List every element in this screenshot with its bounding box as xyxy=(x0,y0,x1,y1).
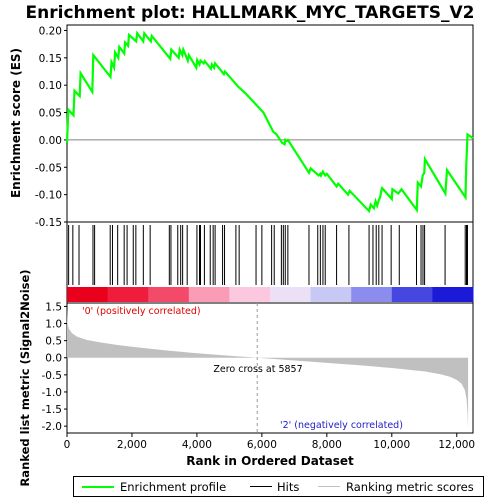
es-ytick-label: 0.15 xyxy=(39,53,62,65)
color-bar-segment xyxy=(432,287,474,302)
zero-cross-label: Zero cross at 5857 xyxy=(213,364,302,375)
color-bar-segment xyxy=(107,287,149,302)
legend: Enrichment profile Hits Ranking metric s… xyxy=(73,476,484,497)
legend-swatch-metric xyxy=(318,486,340,487)
metric-ytick-label: -2.0 xyxy=(42,421,63,433)
chart-title: Enrichment plot: HALLMARK_MYC_TARGETS_V2 xyxy=(26,3,475,23)
color-bar-segment xyxy=(351,287,393,302)
legend-label-enrichment: Enrichment profile xyxy=(120,480,227,494)
color-bar-segment xyxy=(310,287,352,302)
hit-lines xyxy=(68,225,468,285)
color-bar-segment xyxy=(67,287,109,302)
positive-correlation-label: '0' (positively correlated) xyxy=(82,306,201,317)
metric-panel: Zero cross at 5857 '0' (positively corre… xyxy=(18,269,475,486)
metric-ytick-label: 0.5 xyxy=(45,336,62,348)
es-y-axis-title: Enrichment score (ES) xyxy=(9,48,23,198)
metric-ytick-label: -1.0 xyxy=(42,387,63,399)
legend-swatch-hits xyxy=(250,486,272,487)
color-bar-segment xyxy=(391,287,433,302)
es-ytick-label: -0.15 xyxy=(35,217,62,229)
x-tick-label: 10,000 xyxy=(373,439,410,451)
negative-correlation-label: '2' (negatively correlated) xyxy=(280,420,403,431)
x-tick-label: 6,000 xyxy=(247,439,277,451)
enrichment-profile-line xyxy=(65,30,474,214)
x-tick-label: 2,000 xyxy=(117,439,147,451)
metric-ytick-label: 1.5 xyxy=(45,301,62,313)
es-ytick-label: 0.10 xyxy=(39,80,62,92)
color-bar-segment xyxy=(229,287,271,302)
x-tick-label: 8,000 xyxy=(312,439,342,451)
x-tick-label: 12,000 xyxy=(438,439,475,451)
x-axis-title: Rank in Ordered Dataset xyxy=(186,454,354,468)
legend-label-metric: Ranking metric scores xyxy=(346,480,474,494)
x-tick-label: 4,000 xyxy=(182,439,212,451)
metric-x-axis: 0 2,000 4,000 6,000 8,000 10,000 12,000 xyxy=(64,433,475,451)
color-bar-segment xyxy=(188,287,230,302)
es-ytick-label: -0.10 xyxy=(35,190,62,202)
es-panel: 0.20 0.15 0.10 0.05 0.00 -0.05 -0.10 -0.15 Enri… xyxy=(9,24,474,229)
color-bar-segment xyxy=(270,287,312,302)
metric-ytick-label: 1.0 xyxy=(45,319,62,331)
es-ytick-label: 0.05 xyxy=(39,108,62,120)
metric-ytick-label: -0.5 xyxy=(42,370,63,382)
es-y-axis: 0.20 0.15 0.10 0.05 0.00 -0.05 -0.10 -0.15 xyxy=(35,25,67,229)
metric-ytick-label: 0.0 xyxy=(45,353,62,365)
x-tick-label: 0 xyxy=(64,439,71,451)
color-bar-segment xyxy=(148,287,190,302)
legend-label-hits: Hits xyxy=(277,480,300,494)
metric-y-axis-title: Ranked list metric (Signal2Noise) xyxy=(18,269,32,486)
rank-color-bar xyxy=(67,287,474,302)
legend-swatch-enrichment xyxy=(82,486,114,488)
hits-panel xyxy=(66,221,474,304)
es-ytick-label: 0.20 xyxy=(39,25,62,37)
metric-y-axis: 1.5 1.0 0.5 0.0 -0.5 -1.0 -1.5 -2.0 xyxy=(42,301,67,433)
es-ytick-label: 0.00 xyxy=(39,135,62,147)
es-ytick-label: -0.05 xyxy=(35,162,62,174)
metric-ytick-label: -1.5 xyxy=(42,404,63,416)
